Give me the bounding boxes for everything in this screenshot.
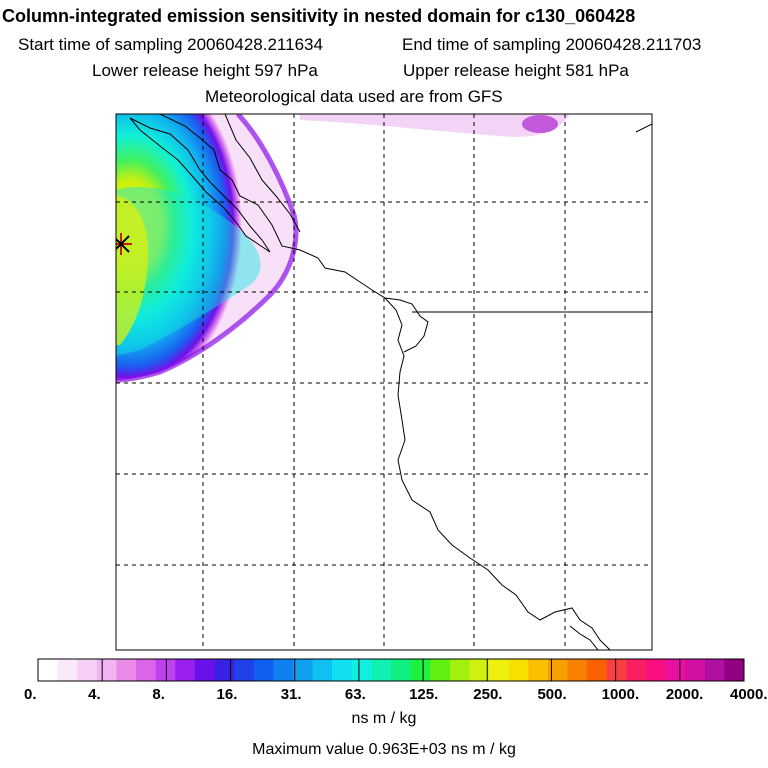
top-plume-peak <box>522 115 558 133</box>
colorbar-tick-label: 4. <box>88 686 101 703</box>
colorbar-swatch <box>685 659 706 681</box>
colorbar-swatch <box>38 659 59 681</box>
colorbar-swatch <box>547 659 568 681</box>
map-title: Column-integrated emission sensitivity i… <box>2 6 636 26</box>
release-point-marker <box>116 233 132 255</box>
colorbar-tick-label: 16. <box>216 686 238 703</box>
colorbar-tick-label: 31. <box>280 686 302 703</box>
sensitivity-plume <box>116 114 296 380</box>
colorbar-swatch <box>155 659 176 681</box>
colorbar-tick-label: 250. <box>473 686 503 703</box>
start-time: Start time of sampling 20060428.211634 <box>18 35 323 54</box>
plume-yellow-core <box>116 195 149 345</box>
colorbar-swatch <box>253 659 274 681</box>
colorbar-tick-label: 125. <box>409 686 439 703</box>
colorbar-swatch <box>351 659 372 681</box>
colorbar-swatch <box>175 659 196 681</box>
colorbar-tick-label: 63. <box>344 686 366 703</box>
colorbar-swatch <box>371 659 392 681</box>
colorbar-swatch <box>410 659 431 681</box>
met-data-source: Meteorological data used are from GFS <box>205 87 503 106</box>
colorbar-tick-label: 4000. <box>730 686 768 703</box>
southeast-coast <box>569 625 599 650</box>
colorbar-swatch <box>606 659 627 681</box>
colorbar-swatch <box>430 659 451 681</box>
mainland-coast <box>224 114 301 233</box>
colorbar-swatch <box>567 659 588 681</box>
colorbar-swatch <box>449 659 470 681</box>
colorbar <box>37 658 745 682</box>
colorbar-swatch <box>391 659 412 681</box>
colorbar-swatch <box>312 659 333 681</box>
plot-frame <box>115 113 653 651</box>
colorbar-swatch <box>626 659 647 681</box>
colorbar-swatch <box>77 659 98 681</box>
colorbar-swatch <box>332 659 353 681</box>
coastline <box>159 114 611 650</box>
northeast-coast <box>635 123 652 133</box>
plume-edge <box>116 114 299 383</box>
end-time: End time of sampling 20060428.211703 <box>402 35 702 54</box>
colorbar-swatch <box>214 659 235 681</box>
colorbar-tick-label: 2000. <box>665 686 704 703</box>
plume-core <box>116 186 261 356</box>
colorbar-swatch <box>292 659 314 681</box>
colorbar-swatch <box>96 659 117 681</box>
maximum-value: Maximum value 0.963E+03 ns m / kg <box>252 741 516 758</box>
colorbar-swatch <box>528 659 549 681</box>
colorbar-swatch <box>194 659 215 681</box>
colorbar-swatch <box>273 659 294 681</box>
colorbar-swatch <box>724 659 745 681</box>
colorbar-swatch <box>57 659 78 681</box>
colorbar-swatch <box>469 659 490 681</box>
island-coast <box>129 117 271 253</box>
colorbar-tick-label: 1000. <box>601 686 640 703</box>
colorbar-tick-label: 8. <box>152 686 165 703</box>
colorbar-swatch <box>587 659 608 681</box>
colorbar-tick-label: 500. <box>537 686 567 703</box>
top-edge-plume <box>300 114 570 137</box>
colorbar-frame <box>37 658 745 682</box>
colorbar-swatch <box>508 659 529 681</box>
colorbar-swatch <box>136 659 157 681</box>
inlet-coast <box>384 297 429 353</box>
colorbar-swatch <box>665 659 686 681</box>
lat-lon-grid <box>116 114 652 650</box>
upper-release-height: Upper release height 581 hPa <box>403 61 629 80</box>
colorbar-swatch <box>234 659 255 681</box>
colorbar-swatch <box>489 659 510 681</box>
colorbar-swatch <box>704 659 725 681</box>
colorbar-swatch <box>645 659 667 681</box>
lower-release-height: Lower release height 597 hPa <box>92 61 318 80</box>
colorbar-swatch <box>116 659 137 681</box>
colorbar-tick-label: 0. <box>24 686 37 703</box>
colorbar-units: ns m / kg <box>351 710 417 727</box>
plot-area <box>116 114 652 650</box>
